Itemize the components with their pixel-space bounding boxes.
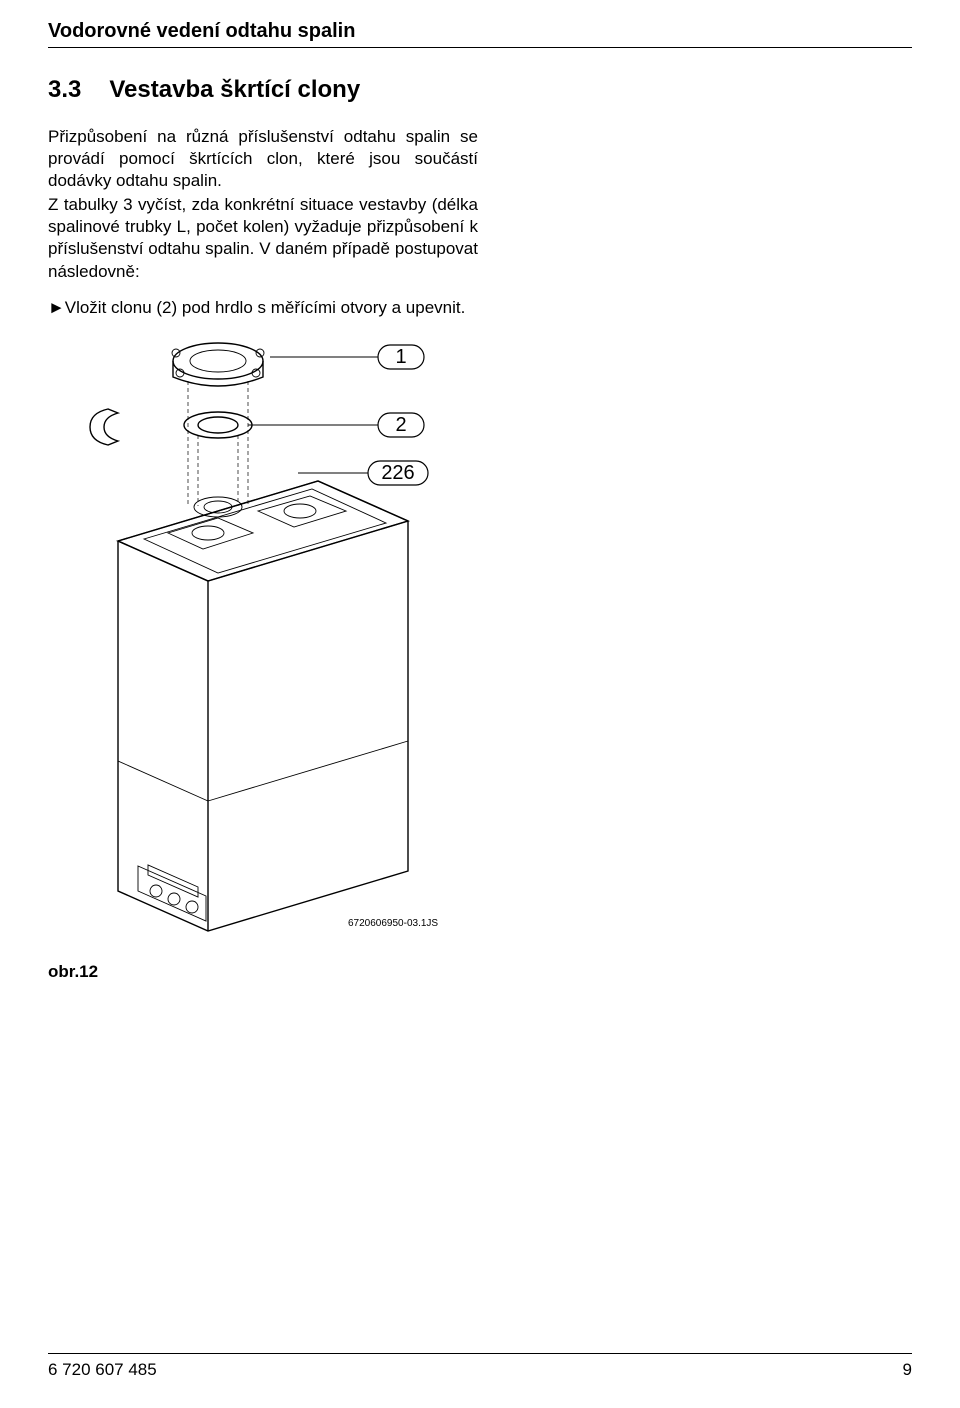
- paragraph-1: Přizpůsobení na různá příslušenství odta…: [48, 126, 478, 192]
- page: Vodorovné vedení odtahu spalin 3.3 Vesta…: [0, 0, 960, 1408]
- running-head: Vodorovné vedení odtahu spalin: [48, 20, 912, 43]
- section-title: Vestavba škrtící clony: [109, 76, 360, 104]
- paragraph-2: Z tabulky 3 vyčíst, zda konkrétní situac…: [48, 194, 478, 282]
- header-rule: [48, 47, 912, 48]
- step-1: ► Vložit clonu (2) pod hrdlo s měřícími …: [48, 297, 478, 319]
- footer-docnum: 6 720 607 485: [48, 1360, 157, 1380]
- callout-1: 1: [395, 346, 406, 368]
- callout-226: 226: [381, 462, 414, 484]
- figure-image-ref: 6720606950-03.1JS: [348, 918, 438, 929]
- figure-svg: 1 2 226: [48, 331, 478, 951]
- section-number: 3.3: [48, 76, 81, 104]
- step-1-text: Vložit clonu (2) pod hrdlo s měřícími ot…: [65, 298, 466, 317]
- callout-2: 2: [395, 414, 406, 436]
- triangle-bullet-icon: ►: [48, 297, 60, 319]
- section-heading: 3.3 Vestavba škrtící clony: [48, 76, 912, 104]
- body-column: Přizpůsobení na různá příslušenství odta…: [48, 126, 478, 982]
- footer-pagenum: 9: [903, 1360, 912, 1380]
- figure-caption: obr.12: [48, 962, 478, 982]
- figure-wrapper: 1 2 226: [48, 331, 478, 982]
- page-footer: 6 720 607 485 9: [48, 1353, 912, 1380]
